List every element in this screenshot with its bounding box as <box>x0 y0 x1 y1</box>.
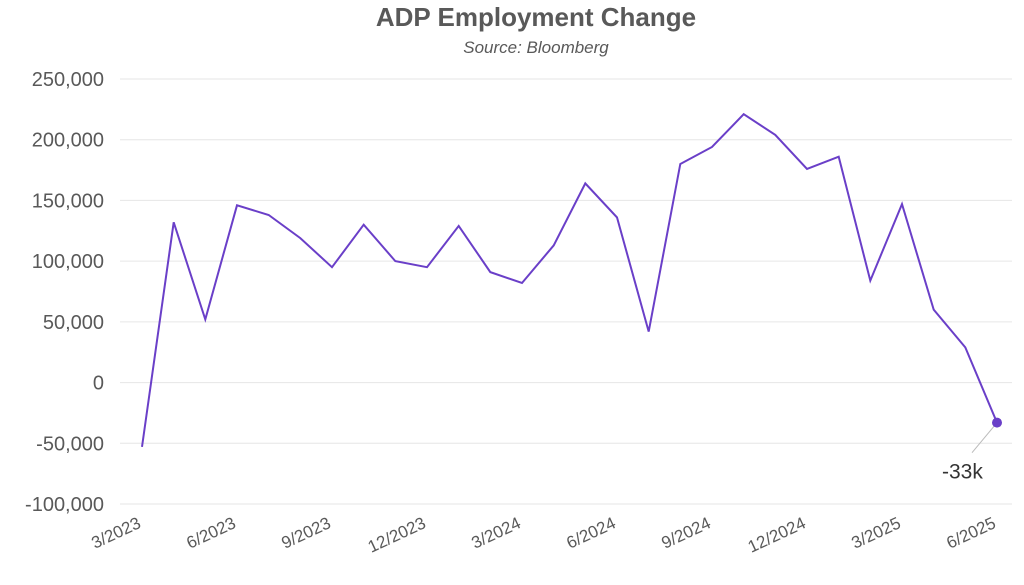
x-tick-label: 9/2023 <box>279 513 334 552</box>
chart-title: ADP Employment Change <box>375 2 697 32</box>
chart-subtitle: Source: Bloomberg <box>463 38 609 57</box>
y-tick-label: 200,000 <box>32 130 104 152</box>
annotation-leader-line <box>971 422 998 453</box>
gridlines <box>120 78 1012 505</box>
x-axis-tick-labels: 3/2023 6/2023 9/2023 12/2023 3/2024 6/2024 9/2… <box>89 513 999 556</box>
annotation-label: -33k <box>942 461 983 484</box>
y-tick-label: 250,000 <box>32 69 104 91</box>
x-tick-label: 6/2024 <box>564 513 619 552</box>
y-tick-label: 50,000 <box>43 312 104 334</box>
x-tick-label: 3/2024 <box>469 513 524 552</box>
x-tick-label: 6/2025 <box>944 513 999 552</box>
x-tick-label: 12/2023 <box>365 513 429 556</box>
x-tick-label: 6/2023 <box>184 513 239 552</box>
y-tick-label: -100,000 <box>25 494 104 516</box>
annotations: -33k <box>942 417 1002 484</box>
y-axis-tick-labels: 250,000 200,000 150,000 100,000 50,000 0 -50,0… <box>25 69 104 516</box>
series-line <box>141 112 998 448</box>
x-tick-label: 12/2024 <box>745 513 809 556</box>
x-tick-label: 3/2025 <box>849 513 904 552</box>
x-tick-label: 3/2023 <box>89 513 144 552</box>
y-tick-label: 150,000 <box>32 190 104 212</box>
last-point-marker <box>992 417 1002 428</box>
x-tick-label: 9/2024 <box>659 513 714 552</box>
y-tick-label: 100,000 <box>32 251 104 273</box>
y-tick-label: 0 <box>93 373 104 395</box>
y-tick-label: -50,000 <box>36 433 104 455</box>
